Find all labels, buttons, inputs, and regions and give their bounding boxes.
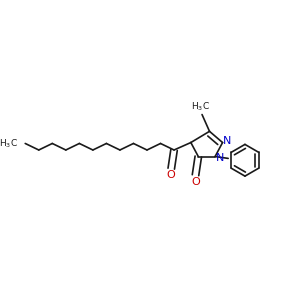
Text: N: N [223, 136, 231, 146]
Text: N: N [216, 153, 224, 164]
Text: O: O [167, 170, 176, 180]
Text: O: O [191, 177, 200, 187]
Text: H$_3$C: H$_3$C [191, 101, 210, 113]
Text: H$_3$C: H$_3$C [0, 137, 18, 150]
